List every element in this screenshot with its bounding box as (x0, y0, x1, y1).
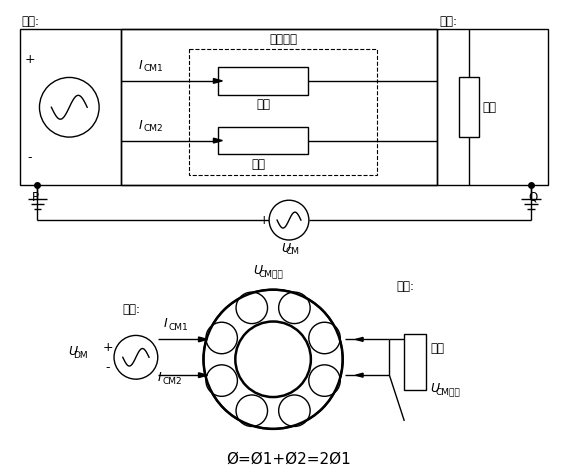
Text: CM: CM (286, 247, 300, 256)
Bar (218, 127, 308, 155)
Text: I: I (139, 59, 143, 72)
Text: 设备:: 设备: (439, 15, 457, 28)
Text: -: - (106, 361, 110, 374)
Text: Q: Q (528, 191, 537, 204)
Text: +: + (103, 341, 113, 354)
Bar (459, 77, 479, 137)
Circle shape (39, 77, 99, 137)
Text: U: U (430, 382, 439, 395)
Circle shape (206, 365, 238, 396)
Text: 设备:: 设备: (397, 280, 414, 293)
Text: CM2: CM2 (162, 377, 182, 386)
Bar (437, 29, 549, 185)
Text: -: - (27, 151, 32, 164)
Circle shape (309, 322, 340, 354)
Text: 阻抗: 阻抗 (256, 98, 270, 111)
Text: CM1: CM1 (169, 323, 188, 332)
Text: I: I (158, 371, 161, 384)
Text: I: I (139, 118, 143, 132)
Text: CM线圈: CM线圈 (258, 269, 283, 278)
Text: +: + (259, 214, 269, 227)
Polygon shape (213, 138, 223, 143)
Text: +: + (24, 53, 35, 65)
Circle shape (279, 395, 310, 427)
Text: 阻抗: 阻抗 (251, 158, 265, 171)
Text: 负载: 负载 (430, 342, 444, 355)
Text: -: - (312, 214, 316, 227)
Polygon shape (355, 373, 363, 377)
Polygon shape (213, 79, 223, 83)
Text: φ2: φ2 (252, 362, 265, 372)
Text: Ø=Ø1+Ø2=2Ø1: Ø=Ø1+Ø2=2Ø1 (227, 451, 351, 466)
Text: U: U (253, 264, 262, 277)
Text: CM2: CM2 (144, 124, 164, 133)
Text: 共模滤波: 共模滤波 (269, 33, 297, 46)
Circle shape (279, 292, 310, 324)
Polygon shape (198, 337, 208, 342)
Text: 电源:: 电源: (21, 15, 39, 28)
Text: I: I (164, 318, 168, 330)
Circle shape (236, 292, 268, 324)
Bar (218, 67, 308, 95)
Polygon shape (355, 337, 363, 341)
Circle shape (203, 290, 343, 429)
Polygon shape (198, 373, 208, 378)
Text: CM负载: CM负载 (435, 388, 460, 397)
Text: U: U (281, 242, 290, 255)
Circle shape (236, 395, 268, 427)
Bar (405, 335, 426, 390)
Bar (20, 29, 121, 185)
Text: φ1: φ1 (279, 346, 291, 356)
Circle shape (206, 322, 238, 354)
Circle shape (235, 321, 311, 397)
Text: 电源:: 电源: (122, 303, 140, 316)
Text: 阻抗: 阻抗 (483, 101, 497, 114)
Circle shape (309, 365, 340, 396)
Text: DM: DM (73, 351, 88, 360)
Text: P: P (32, 191, 39, 204)
Circle shape (269, 200, 309, 240)
Text: CM1: CM1 (144, 64, 164, 73)
Bar (188, 49, 377, 175)
Circle shape (114, 336, 158, 379)
Text: U: U (68, 345, 77, 358)
